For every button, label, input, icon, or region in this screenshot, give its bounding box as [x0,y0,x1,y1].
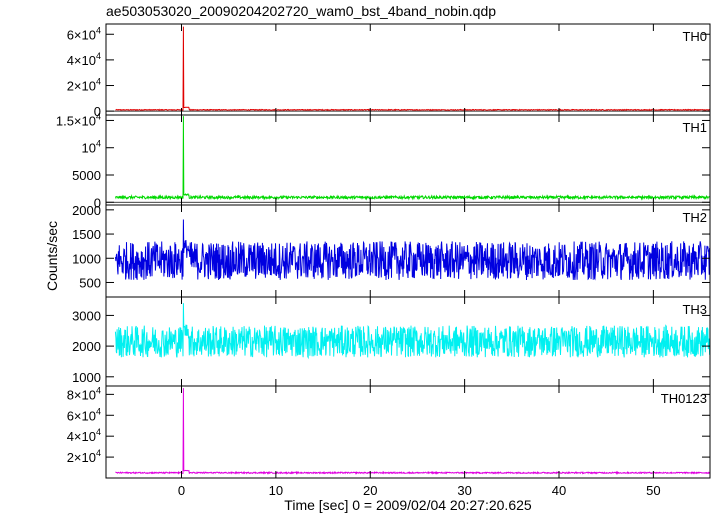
y-tick-label: 1000 [72,251,101,266]
y-tick-label: 1.5×104 [56,111,101,128]
series-line-th2 [114,219,711,281]
y-tick-label: 104 [82,139,101,156]
panel-label-th0123: TH0123 [661,391,707,406]
series-line-th0 [115,26,710,112]
panel-frame-th1 [105,114,711,206]
x-axis-label: Time [sec] 0 = 2009/02/04 20:27:20.625 [284,497,532,513]
chart-title: ae503053020_20090204202720_wam0_bst_4ban… [106,3,497,19]
y-tick-label: 4×104 [67,427,101,444]
panel-frame-th0123 [105,385,711,479]
panel-label-th3: TH3 [682,302,707,317]
y-tick-label: 8×104 [67,385,101,402]
x-tick-label: 0 [178,483,185,498]
y-tick-label: 0 [94,104,101,119]
y-tick-label: 0 [94,195,101,210]
panel-label-th1: TH1 [682,120,707,135]
y-tick-label: 6×104 [67,25,101,42]
series-line-th1 [114,116,711,201]
y-tick-label: 1000 [72,370,101,385]
x-tick-label: 10 [269,483,283,498]
y-tick-label: 3000 [72,308,101,323]
y-tick-label: 2×104 [67,448,101,465]
y-tick-label: 500 [79,275,101,290]
y-tick-label: 4×104 [67,51,101,68]
panel-label-th2: TH2 [682,210,707,225]
y-tick-label: 2000 [72,203,101,218]
y-tick-label: 1500 [72,227,101,242]
y-tick-label: 2000 [72,339,101,354]
panel-label-th0: TH0 [682,29,707,44]
y-tick-label: 6×104 [67,406,101,423]
series-line-th0123 [115,388,711,475]
y-tick-label: 5000 [72,168,101,183]
x-tick-label: 50 [646,483,660,498]
series-line-th3 [114,303,711,360]
x-tick-label: 30 [457,483,471,498]
panel-frame-th0 [105,23,711,116]
y-tick-label: 2×104 [67,77,101,94]
x-tick-label: 20 [363,483,377,498]
x-tick-label: 40 [552,483,566,498]
